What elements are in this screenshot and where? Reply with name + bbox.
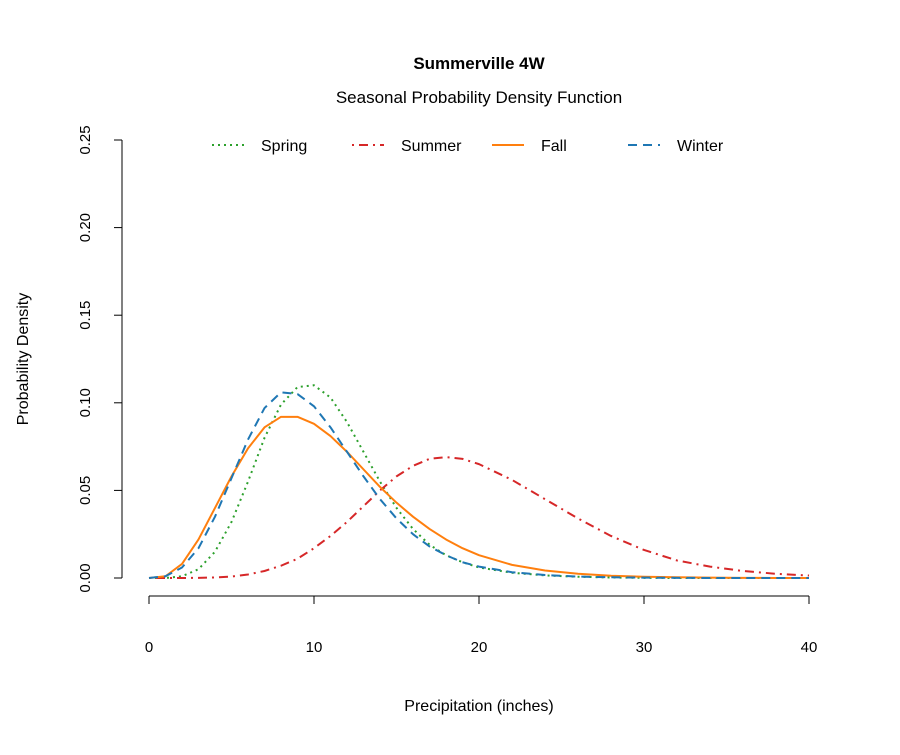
- legend-item-summer: Summer: [352, 138, 462, 155]
- x-tick-label: 20: [471, 639, 488, 656]
- legend-item-spring: Spring: [212, 138, 307, 155]
- y-tick-label: 0.25: [77, 125, 94, 154]
- legend-label: Summer: [401, 138, 462, 155]
- x-tick-label: 0: [145, 639, 153, 656]
- series-line-winter: [148, 391, 809, 579]
- legend-item-fall: Fall: [492, 138, 567, 155]
- x-tick-label: 30: [636, 639, 653, 656]
- legend-item-winter: Winter: [628, 138, 724, 155]
- legend-label: Spring: [261, 138, 307, 155]
- y-tick-label: 0.15: [77, 301, 94, 330]
- y-tick-label: 0.00: [77, 563, 94, 592]
- series-line-fall: [148, 415, 809, 579]
- series-line-spring: [149, 384, 809, 579]
- y-tick-label: 0.10: [77, 388, 94, 417]
- y-axis-label: Probability Density: [15, 293, 32, 426]
- chart-subtitle: Seasonal Probability Density Function: [336, 88, 622, 107]
- x-tick-label: 10: [306, 639, 323, 656]
- x-tick-label: 40: [801, 639, 818, 656]
- series-line-summer: [149, 456, 810, 579]
- y-tick-label: 0.05: [77, 476, 94, 505]
- legend-label: Fall: [541, 138, 567, 155]
- x-axis-label: Precipitation (inches): [404, 698, 553, 715]
- chart-title: Summerville 4W: [413, 54, 545, 73]
- legend-label: Winter: [677, 138, 724, 155]
- y-tick-label: 0.20: [77, 213, 94, 242]
